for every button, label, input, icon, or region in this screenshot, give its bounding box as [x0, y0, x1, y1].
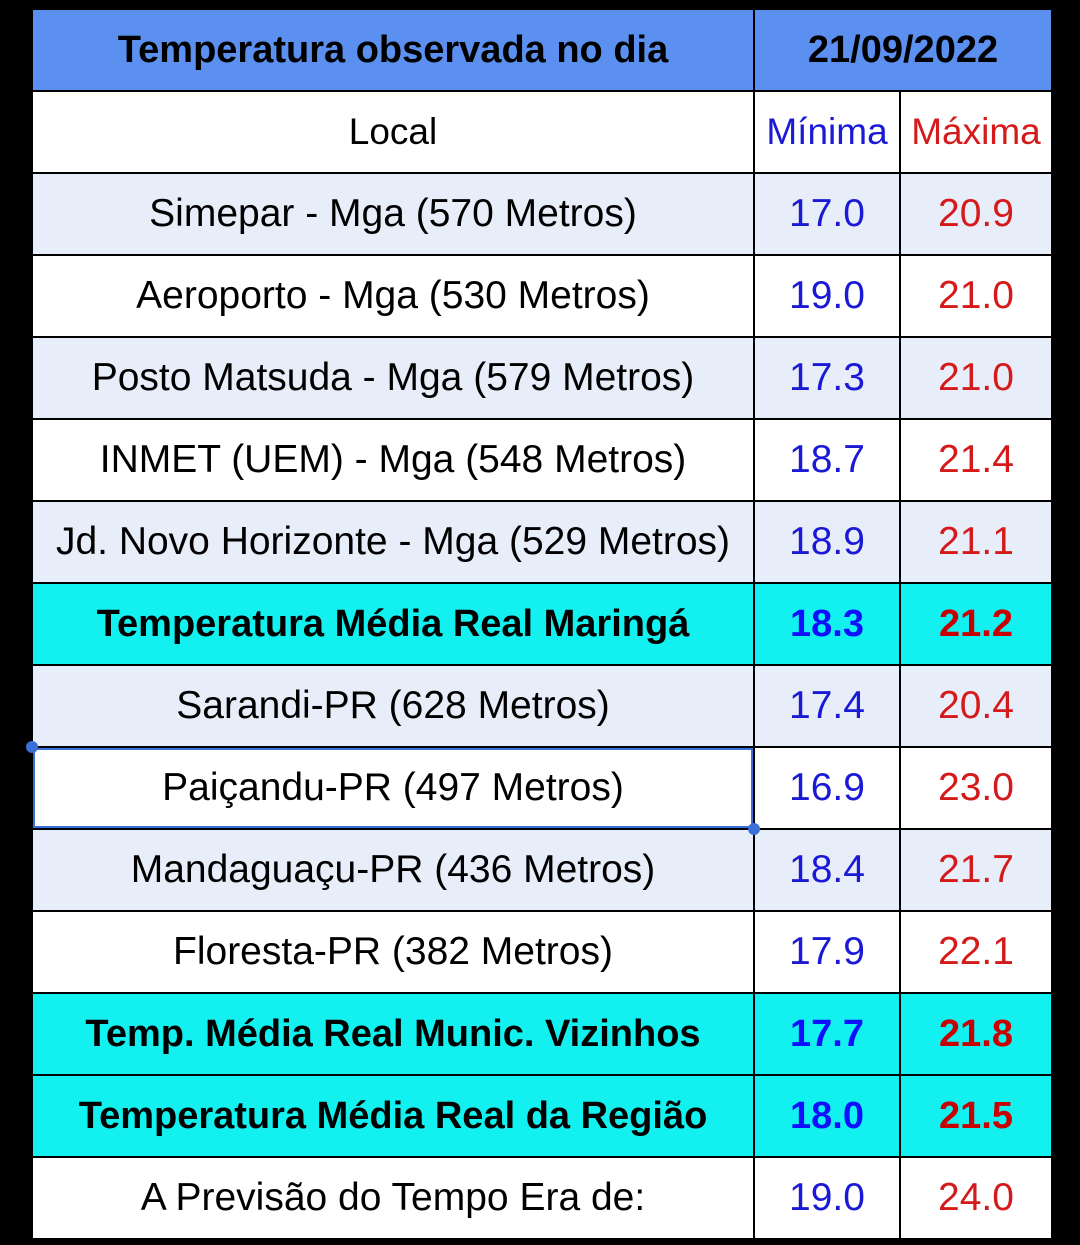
max-temp-cell[interactable]: 21.2	[899, 582, 1053, 666]
column-header-max[interactable]: Máxima	[899, 90, 1053, 174]
max-temp-cell[interactable]: 22.1	[899, 910, 1053, 994]
max-temp-cell[interactable]: 21.7	[899, 828, 1053, 912]
temperature-table: Temperatura observada no dia 21/09/2022 …	[31, 8, 1053, 1240]
min-temp-cell[interactable]: 17.0	[753, 172, 901, 256]
table-row: Mandaguaçu-PR (436 Metros) 18.4 21.7	[31, 828, 1053, 912]
average-row: Temperatura Média Real Maringá 18.3 21.2	[31, 582, 1053, 666]
location-cell[interactable]: Aeroporto - Mga (530 Metros)	[31, 254, 755, 338]
table-row: Floresta-PR (382 Metros) 17.9 22.1	[31, 910, 1053, 994]
min-temp-cell[interactable]: 18.0	[753, 1074, 901, 1158]
location-cell[interactable]: INMET (UEM) - Mga (548 Metros)	[31, 418, 755, 502]
date-cell[interactable]: 21/09/2022	[753, 8, 1053, 92]
table-row: A Previsão do Tempo Era de: 19.0 24.0	[31, 1156, 1053, 1240]
table-row: Paiçandu-PR (497 Metros) 16.9 23.0	[31, 746, 1053, 830]
location-cell[interactable]: Simepar - Mga (570 Metros)	[31, 172, 755, 256]
max-temp-cell[interactable]: 24.0	[899, 1156, 1053, 1240]
table-row: Posto Matsuda - Mga (579 Metros) 17.3 21.0	[31, 336, 1053, 420]
max-temp-cell[interactable]: 20.9	[899, 172, 1053, 256]
table-row: Aeroporto - Mga (530 Metros) 19.0 21.0	[31, 254, 1053, 338]
temperature-sheet: Temperatura observada no dia 21/09/2022 …	[31, 8, 1053, 1240]
min-temp-cell[interactable]: 18.4	[753, 828, 901, 912]
column-header-local[interactable]: Local	[31, 90, 755, 174]
min-temp-cell[interactable]: 18.3	[753, 582, 901, 666]
average-row: Temp. Média Real Munic. Vizinhos 17.7 21.8	[31, 992, 1053, 1076]
max-temp-cell[interactable]: 21.8	[899, 992, 1053, 1076]
min-temp-cell[interactable]: 18.7	[753, 418, 901, 502]
column-header-min[interactable]: Mínima	[753, 90, 901, 174]
location-cell[interactable]: Temperatura Média Real Maringá	[31, 582, 755, 666]
table-row: Simepar - Mga (570 Metros) 17.0 20.9	[31, 172, 1053, 256]
max-temp-cell[interactable]: 21.0	[899, 254, 1053, 338]
location-cell[interactable]: Temperatura Média Real da Região	[31, 1074, 755, 1158]
max-temp-cell[interactable]: 21.1	[899, 500, 1053, 584]
max-temp-cell[interactable]: 20.4	[899, 664, 1053, 748]
max-temp-cell[interactable]: 21.5	[899, 1074, 1053, 1158]
selection-handle-bottom-right[interactable]	[748, 823, 760, 835]
location-cell[interactable]: Paiçandu-PR (497 Metros)	[31, 746, 755, 830]
table-row: Sarandi-PR (628 Metros) 17.4 20.4	[31, 664, 1053, 748]
column-header-row: Local Mínima Máxima	[31, 90, 1053, 174]
min-temp-cell[interactable]: 16.9	[753, 746, 901, 830]
min-temp-cell[interactable]: 19.0	[753, 254, 901, 338]
max-temp-cell[interactable]: 21.0	[899, 336, 1053, 420]
location-cell[interactable]: Posto Matsuda - Mga (579 Metros)	[31, 336, 755, 420]
min-temp-cell[interactable]: 18.9	[753, 500, 901, 584]
location-cell[interactable]: Mandaguaçu-PR (436 Metros)	[31, 828, 755, 912]
max-temp-cell[interactable]: 23.0	[899, 746, 1053, 830]
min-temp-cell[interactable]: 17.3	[753, 336, 901, 420]
table-row: INMET (UEM) - Mga (548 Metros) 18.7 21.4	[31, 418, 1053, 502]
min-temp-cell[interactable]: 17.4	[753, 664, 901, 748]
location-cell[interactable]: Floresta-PR (382 Metros)	[31, 910, 755, 994]
title-row: Temperatura observada no dia 21/09/2022	[31, 8, 1053, 92]
table-title-cell[interactable]: Temperatura observada no dia	[31, 8, 755, 92]
min-temp-cell[interactable]: 17.7	[753, 992, 901, 1076]
min-temp-cell[interactable]: 19.0	[753, 1156, 901, 1240]
max-temp-cell[interactable]: 21.4	[899, 418, 1053, 502]
selection-handle-top-left[interactable]	[26, 741, 38, 753]
location-cell[interactable]: Jd. Novo Horizonte - Mga (529 Metros)	[31, 500, 755, 584]
location-cell[interactable]: Temp. Média Real Munic. Vizinhos	[31, 992, 755, 1076]
table-row: Jd. Novo Horizonte - Mga (529 Metros) 18.…	[31, 500, 1053, 584]
location-cell[interactable]: A Previsão do Tempo Era de:	[31, 1156, 755, 1240]
location-cell[interactable]: Sarandi-PR (628 Metros)	[31, 664, 755, 748]
average-row: Temperatura Média Real da Região 18.0 21.5	[31, 1074, 1053, 1158]
min-temp-cell[interactable]: 17.9	[753, 910, 901, 994]
